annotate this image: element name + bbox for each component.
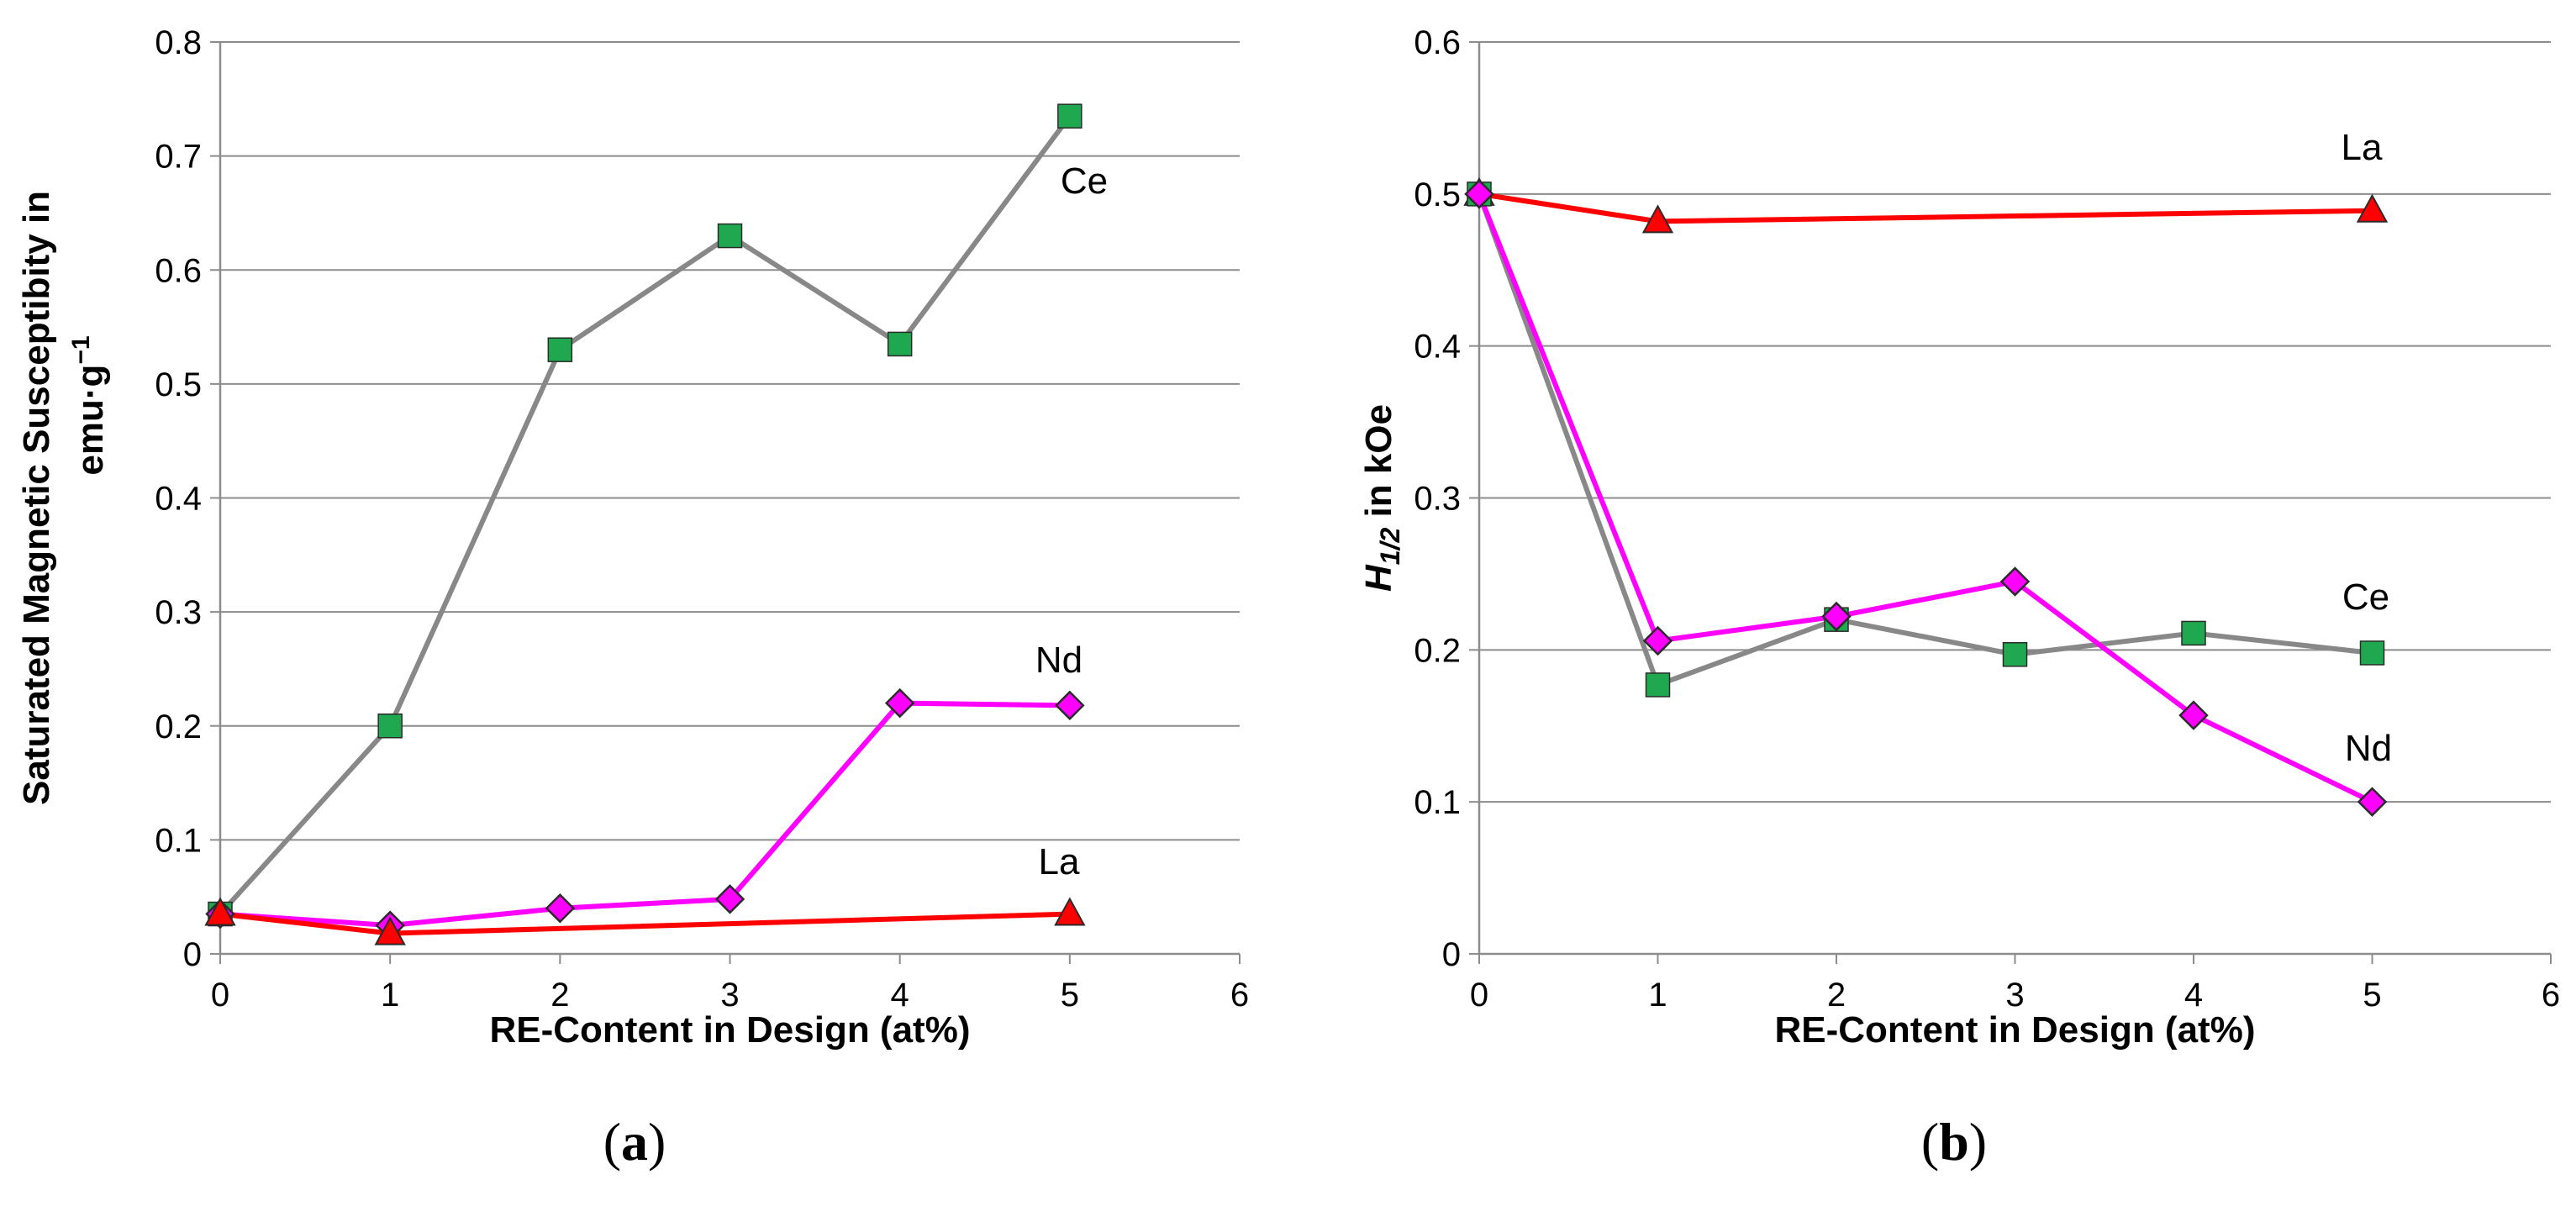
y-tick-label: 0.4 — [1414, 329, 1461, 366]
x-tick-label: 6 — [1230, 977, 1249, 1014]
series-line-ce — [1477, 192, 2373, 687]
y-tick-label: 0.2 — [1414, 632, 1461, 669]
x-axis-title: RE-Content in Design (at%) — [1775, 1009, 2256, 1051]
series-line-nd — [219, 700, 1070, 929]
y-tick-label: 0.1 — [1414, 784, 1461, 821]
series-label-nd: Nd — [2345, 728, 2392, 769]
y-tick-label: 0.3 — [155, 594, 202, 631]
data-point-nd — [2357, 787, 2388, 817]
data-point-nd — [884, 687, 915, 719]
x-tick-label: 2 — [550, 977, 569, 1014]
x-tick-label: 5 — [2363, 977, 2381, 1014]
series-label-la: La — [2342, 127, 2383, 168]
chart-panel-a: 0 0.1 0.2 0.3 0.4 0.5 0.6 0.7 0.8 0 1 2 3 4 5 6 Ce Nd La RE… — [16, 24, 1249, 1172]
panel-label-part: a — [621, 1112, 648, 1172]
data-point-ce — [377, 714, 403, 739]
data-point-la — [1641, 204, 1674, 234]
x-tick-label: 5 — [1061, 977, 1079, 1014]
data-point-ce — [2002, 642, 2028, 667]
chart-panel-b: 0 0.1 0.2 0.3 0.4 0.5 0.6 0 1 2 3 4 5 6 La Ce Nd RE-Conte… — [1358, 24, 2560, 1172]
data-point-la — [204, 897, 236, 926]
x-axis-title: RE-Content in Design (at%) — [490, 1009, 971, 1051]
panel-label: (a) — [603, 1112, 666, 1172]
data-point-ce — [2359, 640, 2385, 666]
y-tick-label: 0.3 — [1414, 481, 1461, 518]
y-tick-label: 0.2 — [155, 708, 202, 745]
series-label-ce: Ce — [2342, 577, 2389, 618]
data-point-la — [2356, 193, 2389, 223]
data-point-nd — [1821, 601, 1852, 632]
data-point-ce — [887, 331, 913, 357]
y-tick-label: 0.7 — [155, 139, 202, 176]
y-tick-label: 0.5 — [1414, 176, 1461, 213]
y-axis-title: H1/2 in kOe — [1358, 404, 1405, 592]
data-point-la — [1054, 897, 1086, 926]
series-line-ce — [218, 114, 1072, 916]
x-tick-label: 3 — [2005, 977, 2024, 1014]
data-point-ce — [717, 223, 743, 249]
data-point-ce — [1057, 103, 1083, 129]
y-tick-label: 0 — [1442, 936, 1461, 973]
y-tick-label: 0.8 — [155, 24, 202, 61]
y-tick-label: 0.6 — [1414, 24, 1461, 61]
y-tick-label: 0 — [183, 936, 202, 973]
panel-label-part: ( — [603, 1112, 621, 1172]
data-point-ce — [2181, 620, 2206, 646]
y-tick-label: 0.5 — [155, 366, 202, 403]
series-label-nd: Nd — [1035, 640, 1083, 681]
y-axis-unit: emu·g−1 — [67, 335, 111, 475]
y-axis-title-rest: in kOe — [1358, 404, 1399, 528]
panel-label-part: ) — [648, 1112, 666, 1172]
x-tick-label: 1 — [1648, 977, 1667, 1014]
x-tick-label: 4 — [891, 977, 909, 1014]
x-tick-label: 3 — [720, 977, 739, 1014]
data-point-nd — [1055, 690, 1085, 721]
y-tick-label: 0.4 — [155, 481, 202, 518]
data-point-la — [374, 916, 406, 945]
x-tick-label: 1 — [381, 977, 399, 1014]
data-point-ce — [1645, 672, 1671, 698]
panel-label-part: b — [1939, 1112, 1969, 1172]
x-tick-label: 0 — [1470, 977, 1488, 1014]
y-axis-unit-superscript: −1 — [67, 335, 95, 364]
data-point-nd — [714, 884, 745, 914]
series-line-la — [1478, 191, 2373, 224]
data-point-nd — [1999, 566, 2031, 597]
y-axis-title-subscript: 1/2 — [1375, 528, 1405, 566]
series-label-ce: Ce — [1061, 161, 1108, 202]
data-point-nd — [2178, 700, 2209, 730]
y-tick-label: 0.6 — [155, 252, 202, 289]
data-point-nd — [1464, 179, 1494, 209]
x-tick-label: 2 — [1827, 977, 1846, 1014]
data-point-ce — [547, 337, 573, 362]
y-tick-label: 0.1 — [155, 822, 202, 859]
series-label-la: La — [1039, 841, 1080, 882]
panel-label-part: ) — [1969, 1112, 1987, 1172]
y-axis-title: Saturated Magnetic Susceptibity in — [16, 191, 57, 805]
x-tick-label: 6 — [2542, 977, 2560, 1014]
data-point-nd — [1642, 625, 1673, 656]
x-tick-label: 0 — [211, 977, 229, 1014]
y-axis-title-symbol: H — [1358, 564, 1399, 592]
x-tick-label: 4 — [2184, 977, 2203, 1014]
panel-label-part: ( — [1921, 1112, 1939, 1172]
panel-label: (b) — [1921, 1112, 1987, 1172]
series-line-nd — [1477, 192, 2373, 804]
data-point-nd — [545, 893, 576, 924]
y-axis-unit-base: emu·g — [70, 365, 111, 476]
